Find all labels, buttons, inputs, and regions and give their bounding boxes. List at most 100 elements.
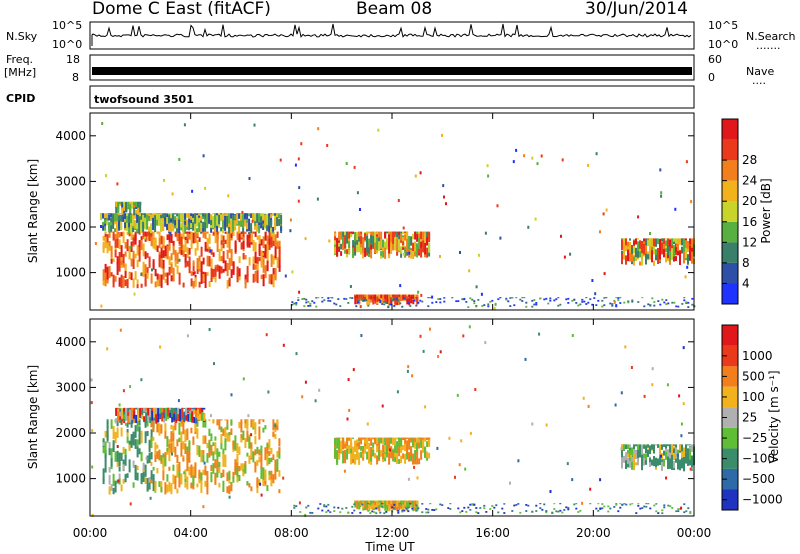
range-gate-cell — [429, 297, 432, 299]
range-gate-cell — [116, 460, 119, 467]
range-gate-cell — [190, 271, 193, 277]
range-gate-cell — [471, 503, 474, 506]
range-gate-cell — [374, 453, 377, 459]
range-gate-cell — [119, 414, 122, 420]
range-gate-cell — [147, 407, 150, 416]
range-gate-cell — [372, 437, 375, 440]
range-gate-cell — [393, 234, 396, 238]
velocity-ylabel: Slant Range [km] — [26, 365, 40, 469]
range-gate-cell — [150, 223, 153, 233]
range-gate-cell — [651, 367, 654, 371]
velocity-colorbar-label: Velocity [m s⁻¹] — [767, 370, 781, 463]
range-gate-cell — [166, 484, 169, 493]
range-gate-cell — [384, 232, 387, 239]
range-gate-cell — [254, 467, 257, 473]
colorbar-swatch — [722, 180, 738, 202]
range-gate-cell — [228, 277, 231, 284]
range-gate-cell — [579, 303, 582, 306]
range-gate-cell — [667, 302, 670, 305]
range-gate-cell — [212, 451, 215, 461]
range-gate-cell — [414, 450, 417, 461]
range-gate-cell — [352, 247, 355, 258]
range-gate-cell — [623, 444, 625, 450]
range-gate-cell — [120, 245, 123, 258]
range-gate-cell — [258, 225, 261, 234]
range-gate-cell — [366, 294, 369, 299]
range-gate-cell — [402, 445, 405, 450]
range-gate-cell — [178, 157, 181, 161]
range-gate-cell — [363, 299, 366, 302]
range-gate-cell — [276, 419, 279, 426]
range-gate-cell — [381, 505, 384, 508]
range-gate-cell — [196, 215, 199, 227]
y-tick-label: 1000 — [55, 472, 86, 486]
range-gate-cell — [141, 414, 144, 419]
range-gate-cell — [421, 300, 424, 303]
range-gate-cell — [180, 247, 183, 256]
range-gate-cell — [631, 300, 634, 303]
range-gate-cell — [178, 477, 181, 488]
range-gate-cell — [226, 280, 229, 289]
range-gate-cell — [204, 241, 207, 252]
range-gate-cell — [228, 213, 231, 224]
range-gate-cell — [108, 442, 111, 453]
range-gate-cell — [649, 304, 652, 307]
range-gate-cell — [210, 472, 213, 483]
range-gate-cell — [358, 242, 361, 253]
range-gate-cell — [627, 444, 629, 449]
colorbar-swatch — [722, 489, 738, 510]
colorbar-swatch — [722, 345, 738, 367]
range-gate-cell — [352, 446, 355, 459]
range-gate-cell — [114, 480, 117, 493]
range-gate-cell — [647, 444, 649, 447]
range-gate-cell — [378, 294, 381, 299]
range-gate-cell — [560, 234, 562, 238]
range-gate-cell — [374, 240, 377, 254]
range-gate-cell — [120, 221, 123, 231]
range-gate-cell — [501, 507, 504, 510]
range-gate-cell — [238, 268, 241, 277]
range-gate-cell — [370, 235, 373, 244]
range-gate-cell — [170, 214, 173, 223]
range-gate-cell — [647, 238, 649, 247]
range-gate-cell — [220, 227, 223, 232]
range-gate-cell — [645, 444, 647, 447]
range-gate-cell — [254, 242, 257, 254]
range-gate-cell — [424, 405, 427, 409]
range-gate-cell — [427, 297, 430, 299]
range-gate-cell — [248, 257, 251, 266]
range-gate-cell — [186, 428, 189, 441]
range-gate-cell — [629, 238, 631, 241]
range-gate-cell — [387, 305, 390, 308]
range-gate-cell — [112, 214, 115, 219]
range-gate-cell — [376, 445, 379, 453]
range-gate-cell — [593, 297, 596, 299]
range-gate-cell — [268, 457, 271, 465]
range-gate-cell — [643, 243, 645, 255]
range-gate-cell — [338, 453, 341, 460]
range-gate-cell — [266, 254, 269, 264]
range-gate-cell — [653, 460, 655, 467]
range-gate-cell — [681, 457, 683, 467]
range-gate-cell — [385, 511, 388, 513]
range-gate-cell — [135, 201, 138, 208]
range-gate-cell — [204, 435, 207, 444]
range-gate-cell — [689, 467, 692, 471]
range-gate-cell — [404, 248, 407, 257]
range-gate-cell — [483, 504, 486, 507]
range-gate-cell — [675, 444, 677, 449]
range-gate-cell — [222, 251, 225, 261]
range-gate-cell — [416, 243, 419, 255]
range-gate-cell — [182, 441, 185, 450]
range-gate-cell — [565, 298, 568, 301]
range-gate-cell — [370, 231, 373, 238]
range-gate-cell — [204, 222, 207, 232]
range-gate-cell — [691, 444, 693, 453]
colorbar-swatch — [722, 221, 738, 243]
range-gate-cell — [184, 429, 187, 443]
range-gate-cell — [184, 443, 187, 454]
range-gate-cell — [671, 246, 673, 256]
range-gate-cell — [152, 436, 155, 441]
range-gate-cell — [309, 511, 312, 514]
range-gate-cell — [203, 461, 206, 465]
